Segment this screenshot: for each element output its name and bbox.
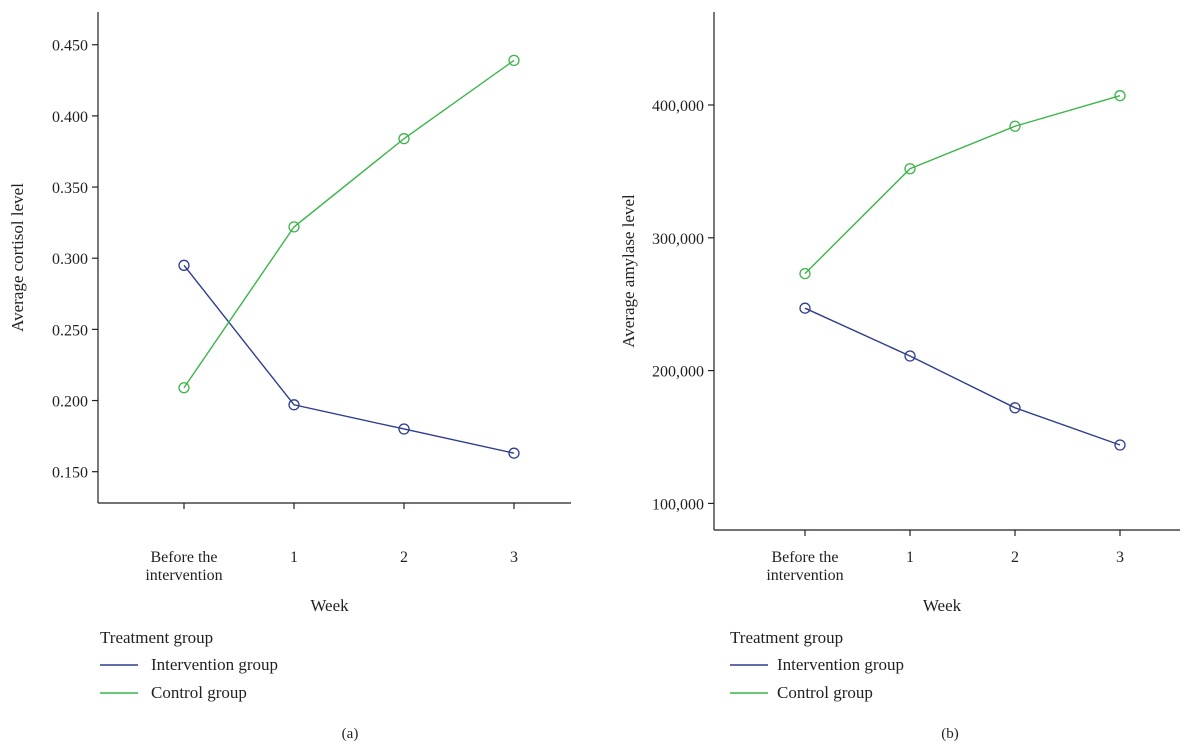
x-tick-label-line: Before the xyxy=(771,549,838,566)
data-point-control xyxy=(398,133,410,145)
data-point-intervention xyxy=(904,350,916,362)
x-tick-label: 2 xyxy=(1011,549,1019,566)
data-point-intervention xyxy=(508,447,520,459)
y-tick-label: 0.450 xyxy=(52,38,88,55)
x-tick-label-line: intervention xyxy=(766,567,843,584)
chart-panel-b: 100,000 200,000 300,000 400,000 Before the in… xyxy=(619,12,1180,742)
data-point-control xyxy=(904,163,916,175)
x-tick-label: Before the intervention xyxy=(145,549,222,584)
y-axis-title: Average cortisol level xyxy=(8,183,27,332)
x-tick-label-line: 2 xyxy=(1011,549,1019,566)
x-tick-label-line: 2 xyxy=(400,549,408,566)
y-tick-label: 0.400 xyxy=(52,109,88,126)
x-tick-label-line: 3 xyxy=(510,549,518,566)
data-point-control xyxy=(1009,120,1021,132)
x-axis-title: Week xyxy=(923,596,962,615)
series-line-control xyxy=(804,95,1121,275)
panel-label: (a) xyxy=(342,726,359,742)
data-point-control xyxy=(799,268,811,280)
series-line-intervention xyxy=(804,307,1121,446)
legend-label-control: Control group xyxy=(151,683,247,702)
x-tick-label-line: 1 xyxy=(906,549,914,566)
x-tick-label-line: intervention xyxy=(145,567,222,584)
data-point-control xyxy=(288,221,300,233)
y-tick-label: 300,000 xyxy=(652,231,704,248)
x-tick-label: 1 xyxy=(906,549,914,566)
y-tick-label: 0.250 xyxy=(52,322,88,339)
series-line-control xyxy=(183,59,515,389)
data-point-intervention xyxy=(1114,439,1126,451)
panel-label: (b) xyxy=(941,726,959,742)
y-tick-label: 400,000 xyxy=(652,98,704,115)
data-point-intervention xyxy=(288,399,300,411)
x-tick-label-line: 1 xyxy=(290,549,298,566)
data-point-control xyxy=(178,382,190,394)
x-tick-label-line: 3 xyxy=(1116,549,1124,566)
y-tick-label: 0.150 xyxy=(52,465,88,482)
data-point-control xyxy=(508,54,520,67)
y-tick-label: 100,000 xyxy=(652,496,704,513)
y-tick-label: 0.350 xyxy=(52,180,88,197)
x-axis-title: Week xyxy=(310,596,349,615)
x-tick-label-line: Before the xyxy=(150,549,217,566)
y-tick-label: 0.200 xyxy=(52,394,88,411)
x-tick-label: 3 xyxy=(510,549,518,566)
legend-label-intervention: Intervention group xyxy=(151,655,278,674)
data-point-control xyxy=(1114,90,1126,102)
x-tick-label: 1 xyxy=(290,549,298,566)
legend-title: Treatment group xyxy=(730,628,843,647)
data-point-intervention xyxy=(178,259,190,271)
y-tick-label: 200,000 xyxy=(652,364,704,381)
y-axis-title: Average amylase level xyxy=(619,194,638,348)
data-point-intervention xyxy=(398,423,410,435)
legend-label-intervention: Intervention group xyxy=(777,655,904,674)
x-tick-label: 3 xyxy=(1116,549,1124,566)
data-point-intervention xyxy=(1009,402,1021,414)
chart-panel-a: 0.150 0.200 0.250 0.300 0.350 0.400 0.450 Befor… xyxy=(8,12,571,742)
legend-title: Treatment group xyxy=(100,628,213,647)
x-tick-label: 2 xyxy=(400,549,408,566)
y-tick-label: 0.300 xyxy=(52,251,88,268)
x-tick-label: Before the intervention xyxy=(766,549,843,584)
series-line-intervention xyxy=(183,264,515,454)
data-point-intervention xyxy=(799,302,811,314)
legend-label-control: Control group xyxy=(777,683,873,702)
